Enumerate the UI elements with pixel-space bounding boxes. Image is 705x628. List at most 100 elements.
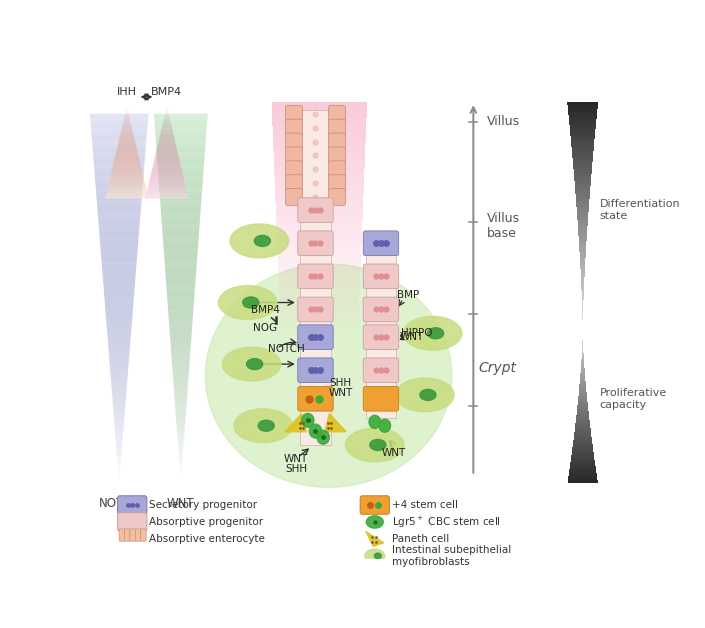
- Polygon shape: [156, 138, 206, 140]
- Polygon shape: [580, 254, 586, 255]
- Polygon shape: [577, 212, 589, 213]
- Polygon shape: [568, 105, 598, 106]
- Polygon shape: [159, 192, 202, 193]
- Polygon shape: [576, 416, 589, 417]
- Polygon shape: [272, 124, 366, 126]
- Polygon shape: [578, 398, 587, 399]
- Polygon shape: [277, 234, 362, 236]
- Polygon shape: [166, 278, 196, 280]
- Polygon shape: [94, 171, 144, 173]
- Polygon shape: [108, 339, 130, 341]
- Polygon shape: [176, 413, 186, 415]
- Polygon shape: [163, 234, 199, 236]
- Polygon shape: [574, 439, 591, 440]
- Polygon shape: [275, 188, 364, 190]
- Polygon shape: [91, 127, 147, 129]
- Polygon shape: [274, 143, 365, 145]
- Polygon shape: [573, 163, 592, 165]
- Polygon shape: [94, 162, 145, 164]
- Polygon shape: [173, 382, 188, 384]
- Polygon shape: [580, 247, 586, 248]
- Ellipse shape: [230, 224, 288, 258]
- Polygon shape: [274, 171, 364, 173]
- Polygon shape: [168, 304, 194, 306]
- Polygon shape: [582, 348, 583, 349]
- Polygon shape: [113, 404, 125, 406]
- Text: Absorptive enterocyte: Absorptive enterocyte: [149, 534, 265, 544]
- Polygon shape: [159, 184, 202, 186]
- Polygon shape: [274, 167, 364, 169]
- Polygon shape: [116, 447, 122, 448]
- Polygon shape: [570, 125, 596, 126]
- Polygon shape: [581, 278, 584, 279]
- Polygon shape: [576, 419, 589, 420]
- FancyBboxPatch shape: [329, 161, 345, 178]
- Polygon shape: [161, 208, 201, 210]
- Polygon shape: [581, 279, 584, 281]
- Polygon shape: [581, 364, 584, 365]
- Ellipse shape: [369, 415, 381, 428]
- Polygon shape: [116, 435, 123, 437]
- Polygon shape: [178, 452, 183, 454]
- Polygon shape: [96, 190, 142, 192]
- Polygon shape: [574, 176, 591, 178]
- Text: Crypt: Crypt: [479, 361, 517, 375]
- Polygon shape: [278, 265, 361, 267]
- Polygon shape: [157, 158, 204, 160]
- Polygon shape: [570, 463, 595, 464]
- Polygon shape: [171, 354, 190, 356]
- Polygon shape: [582, 293, 584, 294]
- Polygon shape: [156, 141, 206, 143]
- Polygon shape: [167, 293, 195, 295]
- Polygon shape: [582, 310, 583, 311]
- Polygon shape: [154, 125, 207, 127]
- FancyBboxPatch shape: [363, 231, 398, 256]
- Polygon shape: [163, 241, 198, 243]
- Polygon shape: [578, 401, 587, 403]
- Polygon shape: [164, 256, 197, 258]
- Polygon shape: [170, 332, 192, 333]
- Polygon shape: [582, 355, 584, 356]
- Polygon shape: [575, 183, 591, 184]
- Polygon shape: [570, 464, 595, 465]
- Polygon shape: [96, 192, 142, 193]
- Polygon shape: [575, 426, 590, 427]
- Polygon shape: [572, 158, 593, 160]
- Ellipse shape: [374, 553, 381, 558]
- Polygon shape: [173, 374, 189, 376]
- Polygon shape: [164, 254, 197, 256]
- Polygon shape: [116, 452, 122, 454]
- Polygon shape: [100, 239, 138, 241]
- Polygon shape: [112, 397, 126, 398]
- Polygon shape: [582, 344, 583, 345]
- Polygon shape: [271, 106, 367, 108]
- Polygon shape: [580, 268, 585, 269]
- Polygon shape: [574, 174, 591, 175]
- Ellipse shape: [427, 328, 443, 339]
- Polygon shape: [577, 207, 589, 208]
- Polygon shape: [105, 310, 133, 311]
- Polygon shape: [276, 210, 363, 212]
- Polygon shape: [114, 415, 125, 417]
- Polygon shape: [178, 450, 183, 452]
- Polygon shape: [272, 118, 367, 120]
- Polygon shape: [168, 308, 194, 310]
- Ellipse shape: [205, 264, 452, 487]
- Polygon shape: [97, 206, 141, 208]
- Polygon shape: [582, 286, 584, 287]
- Polygon shape: [570, 133, 595, 134]
- FancyBboxPatch shape: [329, 188, 345, 205]
- Polygon shape: [171, 347, 191, 349]
- Polygon shape: [274, 155, 365, 157]
- Polygon shape: [111, 384, 127, 386]
- Polygon shape: [116, 450, 122, 452]
- FancyBboxPatch shape: [329, 106, 345, 122]
- Ellipse shape: [364, 550, 385, 563]
- Polygon shape: [179, 458, 183, 460]
- Polygon shape: [569, 474, 596, 475]
- Polygon shape: [95, 184, 143, 186]
- Polygon shape: [92, 147, 146, 149]
- Polygon shape: [158, 175, 203, 176]
- Polygon shape: [99, 229, 140, 230]
- Polygon shape: [161, 215, 200, 217]
